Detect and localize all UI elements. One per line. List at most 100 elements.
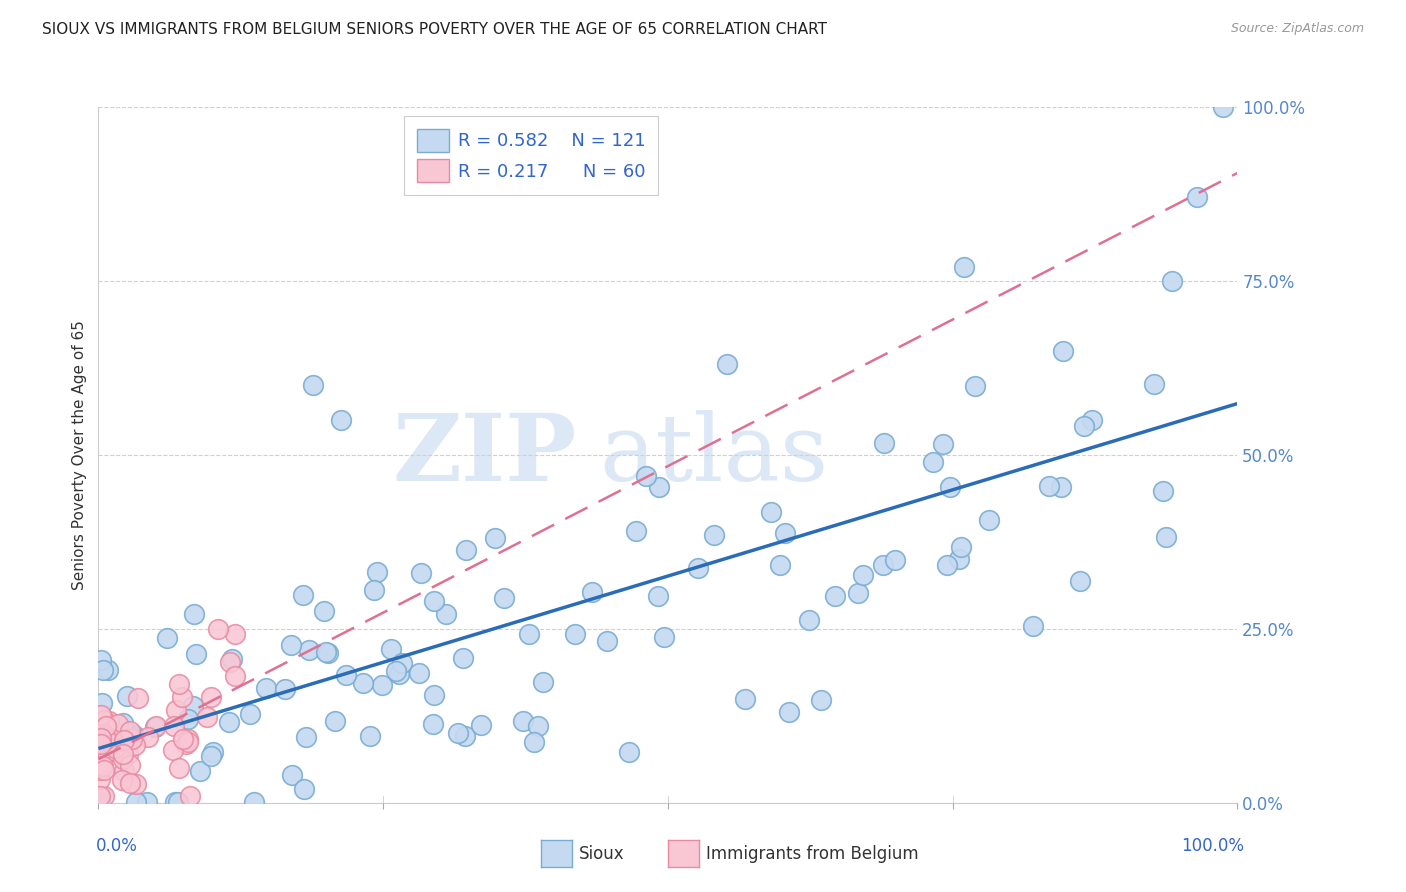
Point xyxy=(523,735,546,749)
Point xyxy=(165,703,187,717)
Point xyxy=(124,738,146,752)
Point xyxy=(104,741,127,756)
Point xyxy=(96,745,118,759)
Point xyxy=(447,725,470,739)
Point xyxy=(89,759,111,773)
Point xyxy=(170,690,193,705)
Text: 100.0%: 100.0% xyxy=(1181,837,1244,855)
Text: 0.0%: 0.0% xyxy=(96,837,138,855)
Point xyxy=(156,631,179,645)
Point xyxy=(652,631,675,645)
Point xyxy=(96,732,118,747)
Point xyxy=(1081,413,1104,427)
Point xyxy=(922,454,945,468)
Point xyxy=(135,795,157,809)
Point xyxy=(1212,100,1234,114)
Point xyxy=(647,590,669,604)
Point xyxy=(773,525,796,540)
Point xyxy=(778,705,800,719)
Point xyxy=(531,675,554,690)
Point xyxy=(634,468,657,483)
Point xyxy=(224,669,246,683)
Point xyxy=(90,737,112,751)
Legend: R = 0.582    N = 121, R = 0.217      N = 60: R = 0.582 N = 121, R = 0.217 N = 60 xyxy=(404,116,658,195)
Point xyxy=(145,719,167,733)
Point xyxy=(165,795,187,809)
Point xyxy=(143,720,166,734)
Point xyxy=(120,729,142,743)
Point xyxy=(315,645,337,659)
Point xyxy=(595,634,617,648)
Point xyxy=(91,758,114,772)
Point xyxy=(111,772,134,787)
Point xyxy=(564,627,586,641)
Point xyxy=(89,789,111,803)
Point xyxy=(686,561,709,575)
Point xyxy=(100,735,122,749)
Point xyxy=(581,585,603,599)
Point xyxy=(436,607,458,621)
Point xyxy=(118,723,141,738)
Point xyxy=(409,566,432,580)
Point xyxy=(115,690,138,704)
Point xyxy=(810,693,832,707)
Point xyxy=(759,505,782,519)
Point xyxy=(716,358,738,372)
Point xyxy=(172,732,194,747)
Point xyxy=(167,795,190,809)
Point xyxy=(1021,619,1043,633)
Point xyxy=(121,731,143,746)
Point xyxy=(242,795,264,809)
Point xyxy=(207,622,229,636)
Point xyxy=(948,551,970,566)
Point xyxy=(380,641,402,656)
Point xyxy=(117,747,139,762)
Point xyxy=(526,719,548,733)
Point xyxy=(89,742,111,756)
Point xyxy=(884,553,907,567)
Point xyxy=(484,531,506,545)
Point xyxy=(90,753,112,767)
Point xyxy=(298,643,321,657)
Point xyxy=(824,589,846,603)
Point xyxy=(703,527,725,541)
Point xyxy=(873,436,896,450)
Point xyxy=(94,719,117,733)
Point xyxy=(94,729,117,743)
Point xyxy=(218,715,240,730)
Point xyxy=(221,651,243,665)
Point xyxy=(195,710,218,724)
Point xyxy=(118,776,141,790)
Point xyxy=(935,558,957,572)
Point xyxy=(391,656,413,670)
Point xyxy=(118,758,141,772)
Point xyxy=(174,737,197,751)
Point xyxy=(316,646,339,660)
Point xyxy=(1038,479,1060,493)
Point xyxy=(1160,274,1182,288)
Point xyxy=(90,731,112,745)
Point xyxy=(89,724,111,739)
Point xyxy=(371,678,394,692)
Point xyxy=(388,667,411,681)
Point xyxy=(454,729,477,743)
Point xyxy=(932,437,955,451)
Point xyxy=(200,749,222,764)
Point xyxy=(103,733,125,747)
Point xyxy=(1050,480,1073,494)
Point xyxy=(295,731,318,745)
Point xyxy=(979,513,1001,527)
Point xyxy=(323,714,346,729)
Point xyxy=(470,718,492,732)
Point xyxy=(953,260,976,274)
Point xyxy=(494,591,516,606)
Point xyxy=(517,627,540,641)
Point xyxy=(852,568,875,582)
Point xyxy=(93,789,115,803)
Point xyxy=(177,731,200,746)
Point xyxy=(254,681,277,696)
Point xyxy=(366,565,388,579)
Point xyxy=(280,638,302,652)
Point xyxy=(335,668,357,682)
Point xyxy=(89,736,111,750)
